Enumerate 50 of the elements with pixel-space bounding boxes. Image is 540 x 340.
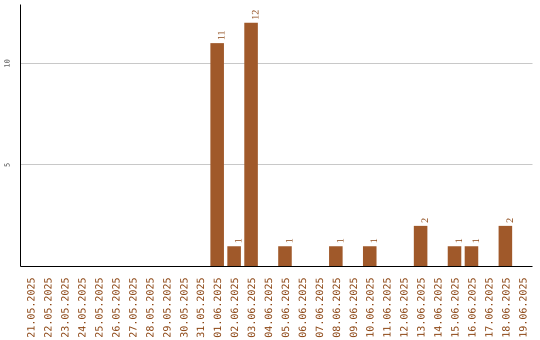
data-label: 1 (335, 238, 346, 244)
x-tick-label: 17.06.2025 (484, 277, 496, 338)
x-tick-label: 16.06.2025 (467, 277, 478, 338)
data-label: 2 (504, 218, 516, 223)
x-tick-label: 13.06.2025 (416, 277, 428, 338)
data-label: 1 (284, 238, 296, 244)
x-tick-label: 09.06.2025 (348, 277, 360, 338)
x-tick-label: 26.05.2025 (111, 277, 122, 338)
x-tick-label: 07.06.2025 (314, 277, 326, 338)
bar (329, 246, 343, 266)
bar (414, 226, 428, 266)
x-tick-label: 31.05.2025 (196, 277, 208, 338)
x-tick-label: 24.05.2025 (78, 277, 89, 338)
x-tick-label: 05.06.2025 (280, 277, 292, 338)
x-tick-label: 27.05.2025 (128, 277, 140, 338)
data-label: 1 (470, 238, 482, 244)
x-tick-label: 12.06.2025 (400, 277, 411, 338)
bar (498, 226, 512, 266)
data-label: 12 (250, 10, 262, 20)
data-label: 11 (216, 30, 228, 40)
x-tick-label: 04.06.2025 (264, 277, 276, 338)
x-tick-label: 10.06.2025 (366, 277, 377, 338)
x-tick-label: 02.06.2025 (230, 277, 242, 338)
x-tick-label: 22.05.2025 (44, 277, 55, 338)
bar (210, 43, 224, 266)
bar (362, 246, 377, 266)
x-tick-label: 29.05.2025 (162, 277, 174, 338)
x-tick-label: 18.06.2025 (501, 277, 512, 338)
x-tick-label: 06.06.2025 (298, 277, 309, 338)
bar (227, 246, 241, 266)
x-tick-label: 19.06.2025 (518, 277, 530, 338)
x-tick-label: 25.05.2025 (94, 277, 106, 338)
x-tick-label: 30.05.2025 (179, 277, 190, 338)
x-tick-label: 23.05.2025 (60, 277, 72, 338)
x-tick-label: 01.06.2025 (213, 277, 224, 338)
bar (278, 246, 292, 266)
x-tick-label: 21.05.2025 (26, 277, 38, 338)
x-tick-label: 08.06.2025 (332, 277, 343, 338)
x-tick-label: 03.06.2025 (247, 277, 258, 338)
bar (244, 22, 258, 266)
x-tick-label: 11.06.2025 (382, 277, 394, 338)
x-tick-label: 15.06.2025 (450, 277, 462, 338)
bar (448, 246, 462, 266)
data-label: 1 (454, 238, 466, 244)
bar (464, 246, 478, 266)
x-tick-label: 14.06.2025 (434, 277, 445, 338)
data-label: 1 (234, 238, 245, 244)
data-label: 1 (369, 238, 380, 244)
x-tick-label: 28.05.2025 (145, 277, 156, 338)
data-label: 2 (420, 218, 432, 223)
